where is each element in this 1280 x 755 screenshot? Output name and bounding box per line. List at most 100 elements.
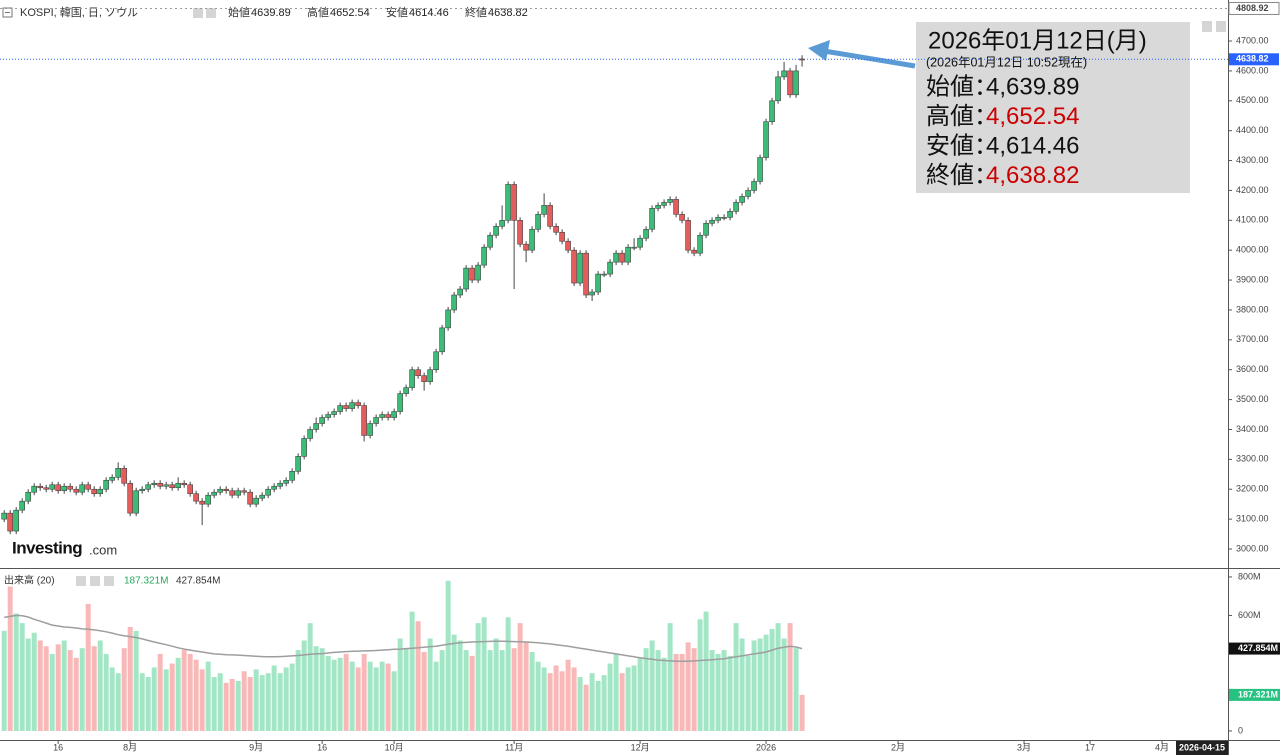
volume-bar — [37, 640, 43, 731]
candle-body — [421, 375, 427, 382]
volume-bar — [715, 653, 721, 731]
candle-body — [697, 234, 703, 254]
volume-bar — [103, 653, 109, 731]
annotation-box — [916, 22, 1190, 193]
candle-body — [307, 429, 313, 439]
x-tick-label: 3月 — [1017, 742, 1031, 752]
candle-body — [295, 456, 301, 472]
volume-bar — [271, 665, 277, 731]
volume-bar — [397, 638, 403, 731]
volume-bar — [19, 623, 25, 731]
volume-bar — [529, 652, 535, 731]
volume-bar — [445, 580, 451, 731]
volume-bar — [697, 619, 703, 731]
volume-y-tick-label: 600M — [1238, 610, 1261, 620]
candle-body — [751, 181, 757, 191]
volume-bar — [673, 653, 679, 731]
candle-body — [115, 468, 121, 478]
candle-body — [505, 184, 511, 221]
candle-body — [607, 261, 613, 275]
candle-body — [715, 217, 721, 221]
candle-body — [511, 184, 517, 221]
candle-body — [655, 205, 661, 209]
volume-bar — [379, 661, 385, 731]
volume-eye-icon[interactable] — [76, 576, 86, 586]
candle-body — [583, 252, 589, 296]
volume-ma-legend-value: 427.854M — [176, 576, 220, 587]
brand-logo-suffix: .com — [89, 542, 117, 557]
volume-bar — [199, 669, 205, 731]
candle-body — [787, 70, 793, 96]
candle-body — [499, 220, 505, 227]
volume-bar — [517, 623, 523, 731]
volume-bar — [301, 640, 307, 731]
x-tick-label: 2月 — [891, 742, 905, 752]
volume-settings-icon[interactable] — [90, 576, 100, 586]
candle-body — [1, 512, 7, 520]
settings-icon[interactable] — [206, 8, 216, 18]
volume-bar — [613, 653, 619, 731]
volume-bar — [415, 621, 421, 731]
range-high-box — [1228, 1, 1280, 15]
y-tick-label: 3300.00 — [1236, 454, 1269, 464]
collapse-icon[interactable] — [2, 7, 13, 18]
candle-body — [703, 222, 709, 236]
x-tick-label: 8月 — [123, 742, 137, 752]
candle-body — [523, 243, 529, 251]
candle-body — [739, 196, 745, 203]
ohlc-legend-label: 高値 — [307, 5, 329, 19]
volume-bar — [319, 648, 325, 731]
volume-bar — [457, 640, 463, 731]
volume-bar — [733, 623, 739, 731]
volume-bar — [79, 648, 85, 731]
candle-body — [19, 500, 25, 511]
y-tick-label: 3600.00 — [1236, 364, 1269, 374]
candle-body — [517, 220, 523, 245]
volume-bar — [7, 586, 13, 731]
volume-current-box-label: 187.321M — [1238, 689, 1278, 699]
candle-body — [757, 157, 763, 182]
candle-body — [439, 327, 445, 353]
volume-bar — [757, 638, 763, 731]
annotation-arrowhead — [808, 40, 830, 61]
candle-body — [259, 494, 265, 499]
candle-body — [193, 493, 199, 502]
volume-bar — [55, 644, 61, 731]
candle-body — [61, 485, 67, 492]
x-cursor-label: 2026-04-15 — [1179, 742, 1225, 752]
candle-body — [43, 487, 49, 490]
volume-close-icon[interactable] — [104, 576, 114, 586]
volume-bar — [97, 640, 103, 731]
candle-body — [595, 273, 601, 293]
candle-body — [343, 405, 349, 409]
candle-body — [469, 267, 475, 281]
candle-body — [415, 369, 421, 376]
volume-bar — [649, 640, 655, 731]
volume-bar — [727, 655, 733, 731]
volume-bar — [505, 617, 511, 731]
candle-body — [301, 438, 307, 457]
volume-bar — [61, 640, 67, 731]
candle-body — [367, 423, 373, 436]
volume-bar — [151, 667, 157, 731]
volume-bar — [277, 673, 283, 731]
candle-body — [37, 485, 43, 489]
volume-bar — [229, 678, 235, 731]
scale-icon[interactable] — [1202, 21, 1212, 32]
candle-body — [73, 488, 79, 493]
volume-bar — [475, 623, 481, 731]
volume-ma-line — [4, 614, 803, 663]
candle-body — [403, 387, 409, 394]
annotation-value: 4,652.54 — [986, 103, 1079, 130]
lock-icon[interactable] — [1216, 21, 1226, 32]
candle-body — [433, 351, 439, 371]
volume-bar — [139, 673, 145, 731]
candle-body — [13, 509, 19, 532]
volume-bar — [409, 611, 415, 731]
candle-body — [133, 490, 139, 514]
candle-body — [109, 476, 115, 481]
candle-body — [541, 205, 547, 215]
volume-bar — [331, 659, 337, 731]
eye-icon[interactable] — [193, 8, 203, 18]
annotation-label: 始値： — [926, 73, 998, 100]
